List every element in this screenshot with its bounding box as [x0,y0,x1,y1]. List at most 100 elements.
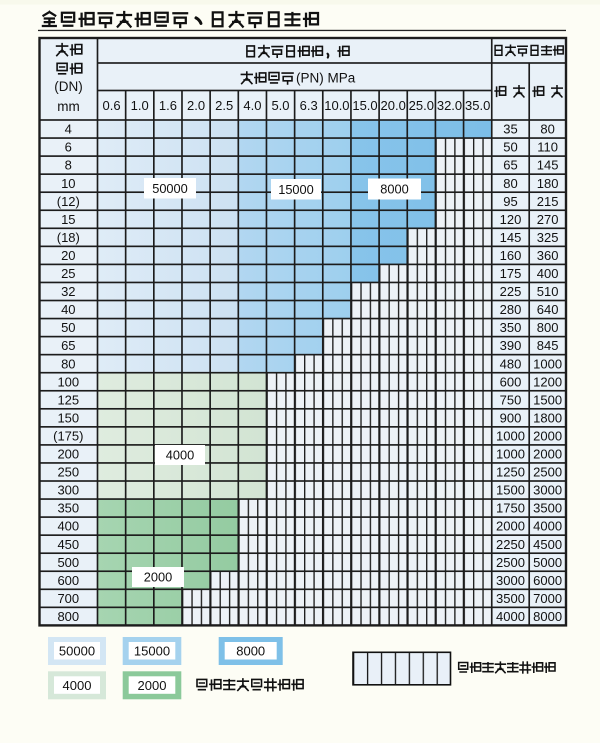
svg-text:145: 145 [500,230,522,245]
svg-text:350: 350 [57,501,79,516]
svg-text:400: 400 [57,519,79,534]
svg-text:325: 325 [537,230,559,245]
svg-text:80: 80 [540,122,554,137]
svg-text:225: 225 [500,284,522,299]
svg-text:6.3: 6.3 [300,98,318,113]
svg-text:4000: 4000 [496,609,525,624]
svg-text:400: 400 [537,266,559,281]
svg-text:800: 800 [57,609,79,624]
svg-text:1.6: 1.6 [159,98,177,113]
svg-text:1000: 1000 [496,447,525,462]
svg-text:8000: 8000 [533,609,562,624]
svg-text:1.0: 1.0 [131,98,149,113]
svg-text:(DN): (DN) [54,79,83,94]
svg-text:4000: 4000 [166,448,194,463]
svg-text:32: 32 [61,284,75,299]
svg-text:5.0: 5.0 [271,98,289,113]
svg-text:2500: 2500 [496,555,525,570]
svg-text:50: 50 [503,140,517,155]
svg-text:20.0: 20.0 [381,98,406,113]
svg-text:5000: 5000 [533,555,562,570]
svg-text:4500: 4500 [533,537,562,552]
svg-text:1800: 1800 [533,410,562,425]
svg-text:250: 250 [57,465,79,480]
svg-text:80: 80 [61,356,75,371]
svg-text:510: 510 [537,284,559,299]
svg-text:1000: 1000 [496,429,525,444]
svg-text:3500: 3500 [533,501,562,516]
svg-text:(175): (175) [53,429,83,444]
svg-text:280: 280 [500,302,522,317]
svg-text:2.5: 2.5 [215,98,233,113]
svg-text:180: 180 [537,176,559,191]
svg-text:2250: 2250 [496,537,525,552]
svg-text:900: 900 [500,410,522,425]
svg-text:125: 125 [57,392,79,407]
svg-text:35: 35 [503,122,517,137]
svg-text:15000: 15000 [278,182,314,197]
svg-text:35.0: 35.0 [465,98,490,113]
svg-text:4000: 4000 [533,519,562,534]
svg-text:4.0: 4.0 [243,98,261,113]
svg-text:4: 4 [65,122,72,137]
svg-text:4000: 4000 [63,678,92,693]
svg-text:2000: 2000 [496,519,525,534]
svg-text:65: 65 [503,158,517,173]
svg-text:120: 120 [500,212,522,227]
svg-text:200: 200 [57,447,79,462]
svg-text:25.0: 25.0 [409,98,434,113]
svg-text:(18): (18) [57,230,80,245]
svg-text:1750: 1750 [496,501,525,516]
svg-text:2.0: 2.0 [187,98,205,113]
svg-text:50000: 50000 [152,181,188,196]
svg-text:600: 600 [500,374,522,389]
svg-text:8000: 8000 [380,182,408,197]
svg-text:100: 100 [57,374,79,389]
svg-text:0.6: 0.6 [103,98,121,113]
svg-text:215: 215 [537,194,559,209]
svg-text:3500: 3500 [496,591,525,606]
svg-text:10.0: 10.0 [324,98,349,113]
svg-text:50000: 50000 [59,644,95,659]
svg-text:845: 845 [537,338,559,353]
svg-text:2000: 2000 [533,447,562,462]
svg-text:150: 150 [57,410,79,425]
svg-text:15: 15 [61,212,75,227]
svg-text:480: 480 [500,356,522,371]
svg-text:80: 80 [503,176,517,191]
svg-text:15000: 15000 [134,644,170,659]
svg-text:65: 65 [61,338,75,353]
svg-text:640: 640 [537,302,559,317]
svg-text:600: 600 [57,573,79,588]
svg-text:15.0: 15.0 [352,98,377,113]
svg-text:50: 50 [61,320,75,335]
svg-text:145: 145 [537,158,559,173]
svg-text:1250: 1250 [496,465,525,480]
svg-text:20: 20 [61,248,75,263]
svg-text:mm: mm [57,99,80,114]
svg-text:1000: 1000 [533,356,562,371]
svg-text:(12): (12) [57,194,80,209]
svg-text:3000: 3000 [533,483,562,498]
svg-text:1500: 1500 [496,483,525,498]
svg-text:800: 800 [537,320,559,335]
svg-text:270: 270 [537,212,559,227]
svg-text:500: 500 [57,555,79,570]
svg-text:1200: 1200 [533,374,562,389]
svg-text:95: 95 [503,194,517,209]
svg-text:8: 8 [65,158,72,173]
svg-text:300: 300 [57,483,79,498]
svg-text:1500: 1500 [533,392,562,407]
svg-text:700: 700 [57,591,79,606]
svg-text:750: 750 [500,392,522,407]
svg-text:25: 25 [61,266,75,281]
svg-text:(PN) MPa: (PN) MPa [296,71,356,86]
svg-text:2500: 2500 [533,465,562,480]
svg-text:6: 6 [65,140,72,155]
svg-text:450: 450 [57,537,79,552]
svg-text:2000: 2000 [144,570,172,585]
svg-text:175: 175 [500,266,522,281]
svg-text:3000: 3000 [496,573,525,588]
svg-text:6000: 6000 [533,573,562,588]
svg-text:32.0: 32.0 [437,98,462,113]
